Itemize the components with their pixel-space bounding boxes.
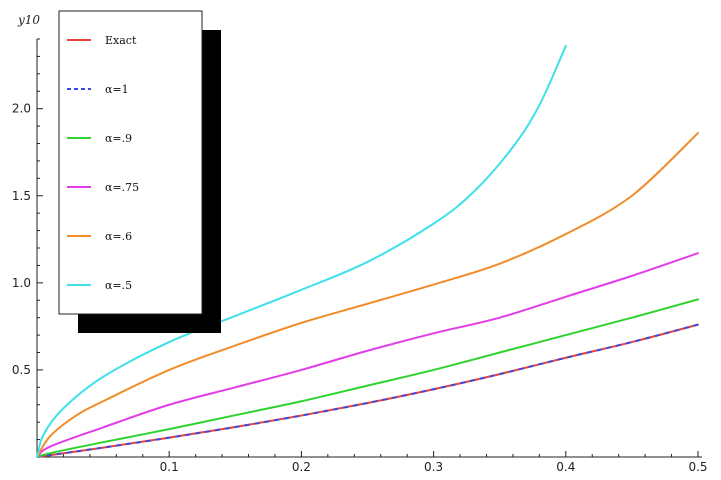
legend-label: Exact [105,34,137,47]
series-line-0 [36,323,699,458]
legend-label: α=.75 [105,181,139,194]
series-lines [36,44,699,458]
series-line-1 [36,323,699,458]
legend-label: α=1 [105,83,129,96]
legend: Exact α=1 α=.9 α=.75 α=.6 α=.5 [58,10,221,333]
series-line-5 [36,44,567,458]
x-tick-label: 0.1 [160,460,179,474]
x-tick-label: 0.5 [688,460,707,474]
x-tick-label: 0.3 [424,460,443,474]
legend-label: α=.6 [105,230,132,243]
axis-ticks: 0.1 0.2 0.3 0.4 0.5 0.5 1.0 1.5 2.0 [12,38,708,474]
series-line-3 [36,252,699,458]
y-tick-label: 0.5 [12,363,31,377]
legend-label: α=.5 [105,279,132,292]
y-axis-label: y10 [17,13,40,27]
y-tick-label: 1.0 [12,276,31,290]
y-tick-label: 2.0 [12,102,31,116]
x-tick-label: 0.2 [292,460,311,474]
series-line-2 [36,298,699,458]
x-tick-label: 0.4 [556,460,575,474]
y-tick-label: 1.5 [12,189,31,203]
legend-label: α=.9 [105,132,132,145]
series-line-4 [36,132,699,458]
legend-box [58,10,203,315]
